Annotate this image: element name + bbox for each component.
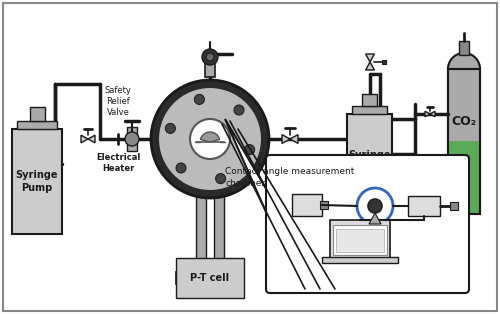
FancyBboxPatch shape [12,129,62,234]
FancyBboxPatch shape [448,69,480,214]
FancyBboxPatch shape [292,194,322,216]
Polygon shape [88,135,95,143]
Circle shape [158,87,262,191]
FancyBboxPatch shape [347,114,392,209]
Circle shape [234,105,244,115]
Circle shape [151,80,269,198]
Text: Syringe
Pump: Syringe Pump [348,150,391,173]
Wedge shape [200,132,220,142]
FancyBboxPatch shape [333,225,387,255]
FancyBboxPatch shape [449,141,479,213]
Circle shape [190,119,230,159]
Text: Contact angle measurement
chamber: Contact angle measurement chamber [225,167,354,188]
FancyBboxPatch shape [330,220,390,258]
Polygon shape [425,111,430,117]
FancyBboxPatch shape [320,201,328,209]
FancyBboxPatch shape [3,3,497,311]
Polygon shape [225,119,325,289]
Polygon shape [282,135,290,143]
Circle shape [166,123,175,133]
Text: CO₂: CO₂ [452,115,476,128]
FancyBboxPatch shape [459,41,469,55]
Text: Electrical
Heater: Electrical Heater [96,153,140,173]
FancyBboxPatch shape [205,57,215,77]
FancyBboxPatch shape [362,94,377,106]
Polygon shape [448,53,480,69]
Polygon shape [366,54,374,62]
FancyBboxPatch shape [408,196,440,216]
FancyBboxPatch shape [196,193,206,272]
Circle shape [176,163,186,173]
Circle shape [244,145,254,154]
FancyBboxPatch shape [30,107,45,121]
Polygon shape [366,62,374,70]
Circle shape [206,53,214,61]
Circle shape [216,174,226,184]
FancyBboxPatch shape [266,155,469,293]
Polygon shape [430,111,435,117]
FancyBboxPatch shape [17,121,57,129]
Circle shape [202,49,218,65]
FancyBboxPatch shape [450,202,458,210]
FancyBboxPatch shape [176,272,244,284]
Polygon shape [290,135,298,143]
FancyBboxPatch shape [322,257,398,263]
Polygon shape [369,213,381,224]
FancyBboxPatch shape [352,106,387,114]
FancyBboxPatch shape [382,60,386,64]
FancyBboxPatch shape [336,229,384,252]
Text: Syringe
Pump: Syringe Pump [16,170,58,193]
Circle shape [194,95,204,104]
FancyBboxPatch shape [214,193,224,272]
FancyBboxPatch shape [127,127,137,151]
Text: Safety
Relief
Valve: Safety Relief Valve [104,86,132,117]
Polygon shape [81,135,88,143]
Circle shape [125,132,139,146]
Circle shape [357,188,393,224]
Text: P-T cell: P-T cell [190,273,230,283]
Circle shape [368,199,382,213]
